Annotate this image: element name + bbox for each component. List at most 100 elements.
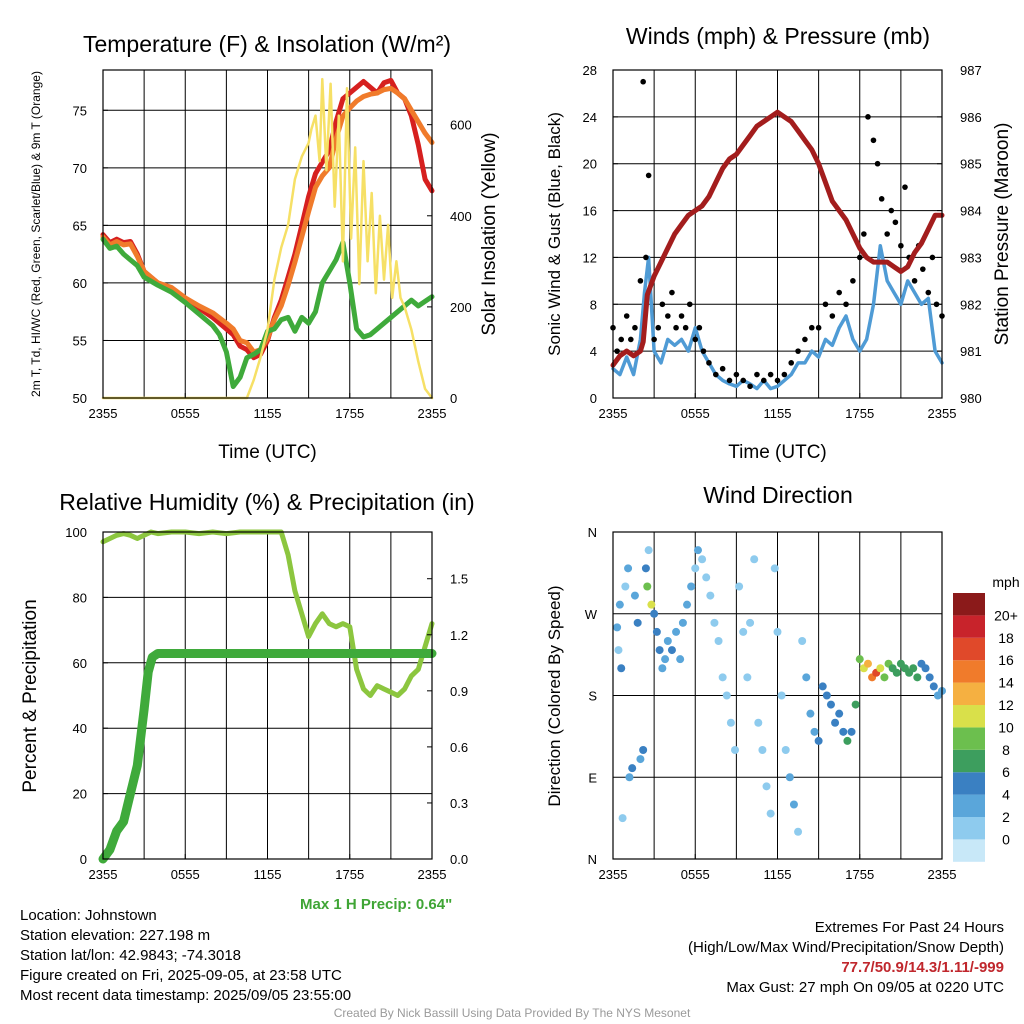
y-tick-label: S bbox=[588, 689, 597, 704]
gust-point bbox=[760, 377, 767, 384]
gust-point bbox=[911, 278, 918, 284]
direction-point bbox=[691, 564, 700, 573]
panel-temperature: 2355 0555 1155 1755 235550556065707502004006… bbox=[29, 31, 500, 463]
gust-point bbox=[637, 278, 644, 284]
direction-point bbox=[726, 718, 735, 727]
direction-point bbox=[739, 627, 748, 636]
y-tick-label: 50 bbox=[73, 391, 87, 406]
extremes-values: 77.7/50.9/14.3/1.11/-999 bbox=[841, 959, 1004, 976]
direction-point bbox=[655, 646, 664, 655]
y-tick-label: N bbox=[588, 852, 597, 867]
direction-point bbox=[814, 736, 823, 745]
gust-point bbox=[665, 313, 671, 319]
y-tick-label: 28 bbox=[583, 63, 597, 78]
gust-point bbox=[843, 301, 849, 308]
direction-point bbox=[826, 700, 835, 709]
direction-point bbox=[777, 691, 786, 700]
direction-point bbox=[618, 814, 627, 823]
latlon-text: Station lat/lon: 42.9843; -74.3018 bbox=[20, 947, 242, 964]
gust-point bbox=[719, 365, 726, 372]
y-tick-label: 80 bbox=[73, 590, 87, 605]
y-axis-label: 2m T, Td, HI/WC (Red, Green, Scarlet/Blu… bbox=[29, 71, 43, 397]
chart-title: Winds (mph) & Pressure (mb) bbox=[626, 23, 930, 49]
y2-axis-label: Solar Insolation (Yellow) bbox=[479, 132, 500, 335]
gust-point bbox=[861, 231, 867, 237]
gust-point bbox=[920, 266, 926, 272]
colorbar-label: 10 bbox=[998, 719, 1014, 735]
direction-point bbox=[743, 673, 752, 682]
x-tick-label: 1155 bbox=[764, 867, 792, 882]
x-tick-label: 1155 bbox=[254, 406, 282, 421]
direction-point bbox=[880, 673, 889, 682]
direction-point bbox=[798, 637, 807, 645]
max-precip-label: Max 1 H Precip: 0.64" bbox=[300, 896, 453, 913]
y2-tick-label: 982 bbox=[960, 297, 982, 312]
gust-point bbox=[673, 324, 679, 331]
gust-point bbox=[933, 301, 940, 308]
gust-point bbox=[696, 324, 703, 331]
location-text: Location: Johnstown bbox=[20, 907, 157, 924]
gust-point bbox=[692, 336, 699, 343]
direction-point bbox=[770, 564, 779, 573]
x-tick-label: 1755 bbox=[845, 867, 874, 882]
colorbar-swatch bbox=[953, 794, 985, 817]
direction-point bbox=[754, 718, 763, 727]
gust-point bbox=[808, 324, 815, 331]
direction-point bbox=[851, 700, 860, 709]
direction-point bbox=[621, 582, 630, 591]
y2-tick-label: 0.3 bbox=[450, 796, 468, 811]
gust-point bbox=[686, 301, 693, 308]
panel-humidity: 2355 0555 1155 1755 23550204060801000.00.30.… bbox=[20, 489, 475, 882]
gust-point bbox=[669, 289, 675, 296]
colorbar-label: 20+ bbox=[994, 607, 1018, 623]
direction-point bbox=[818, 682, 827, 691]
gust-point bbox=[836, 289, 842, 296]
direction-point bbox=[876, 664, 885, 673]
gust-point bbox=[829, 313, 836, 319]
max-gust-text: Max Gust: 27 mph On 09/05 at 0220 UTC bbox=[726, 979, 1004, 996]
y-tick-label: N bbox=[588, 525, 597, 540]
y-tick-label: 4 bbox=[590, 344, 597, 359]
extremes-info: Extremes For Past 24 Hours (High/Low/Max… bbox=[688, 918, 1004, 998]
direction-point bbox=[615, 600, 624, 609]
colorbar-swatch bbox=[953, 727, 985, 750]
gust-point bbox=[878, 196, 885, 202]
direction-point bbox=[617, 664, 626, 673]
gust-point bbox=[754, 371, 760, 378]
extremes-title: Extremes For Past 24 Hours bbox=[814, 919, 1004, 936]
gust-point bbox=[884, 231, 890, 237]
direction-point bbox=[773, 627, 782, 636]
direction-point bbox=[702, 573, 711, 582]
direction-point bbox=[624, 564, 633, 573]
gust-point bbox=[733, 371, 740, 378]
gust-point bbox=[788, 360, 795, 366]
x-tick-label: 2355 bbox=[599, 867, 628, 882]
y2-tick-label: 981 bbox=[960, 344, 982, 359]
colorbar-label: 8 bbox=[1002, 742, 1010, 758]
colorbar-label: 0 bbox=[1002, 831, 1010, 847]
direction-point bbox=[706, 591, 715, 600]
direction-point bbox=[831, 718, 840, 727]
x-tick-label: 1755 bbox=[335, 867, 364, 882]
gust-point bbox=[929, 254, 936, 261]
y-tick-label: 75 bbox=[73, 103, 87, 118]
recent-text: Most recent data timestamp: 2025/09/05 2… bbox=[20, 987, 352, 1004]
direction-point bbox=[810, 727, 819, 736]
chart-title: Relative Humidity (%) & Precipitation (i… bbox=[59, 489, 474, 515]
direction-point bbox=[693, 546, 702, 555]
direction-point bbox=[781, 746, 790, 754]
series-td bbox=[100, 236, 435, 389]
direction-point bbox=[750, 555, 759, 564]
x-tick-label: 0555 bbox=[681, 406, 710, 421]
gust-point bbox=[850, 278, 856, 284]
elevation-text: Station elevation: 227.198 m bbox=[20, 927, 211, 944]
gust-point bbox=[632, 324, 638, 331]
gust-point bbox=[740, 377, 747, 384]
gust-point bbox=[795, 348, 801, 354]
y2-tick-label: 984 bbox=[960, 204, 982, 219]
x-tick-label: 1155 bbox=[764, 406, 792, 421]
direction-point bbox=[628, 764, 637, 773]
direction-point bbox=[839, 727, 848, 736]
